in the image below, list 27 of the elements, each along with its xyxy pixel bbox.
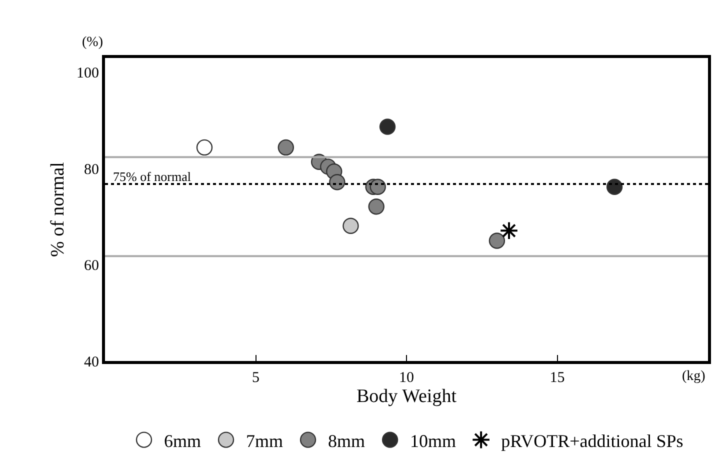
text: (kg) — [682, 369, 706, 384]
y-tick-label: 80 — [84, 162, 99, 178]
point — [196, 139, 213, 156]
x-tick-label: 5 — [252, 370, 260, 386]
y-tick-label: 100 — [76, 66, 99, 82]
legend-label: 10mm — [410, 430, 456, 451]
x-axis-title: Body Weight — [356, 386, 458, 407]
legend-label: pRVOTR+additional SPs — [501, 430, 684, 451]
point — [278, 139, 294, 156]
point — [606, 178, 623, 195]
x-tick-label: 10 — [399, 370, 414, 386]
point — [500, 221, 518, 240]
y-tick-label: 40 — [84, 354, 99, 370]
point — [329, 174, 346, 190]
ref-line-label: 75% of normal — [113, 169, 192, 184]
point — [379, 118, 396, 135]
legend-label: 8mm — [328, 430, 366, 451]
legend-label: 7mm — [246, 430, 284, 451]
text: (%) — [82, 35, 104, 50]
point — [370, 178, 386, 195]
x-tick-label: 15 — [550, 370, 565, 386]
legend-label: 6mm — [164, 430, 202, 451]
point — [368, 198, 384, 215]
point — [342, 218, 359, 234]
y-axis-title: % of normal — [47, 162, 68, 257]
point — [488, 232, 506, 249]
y-tick-label: 60 — [84, 258, 99, 274]
